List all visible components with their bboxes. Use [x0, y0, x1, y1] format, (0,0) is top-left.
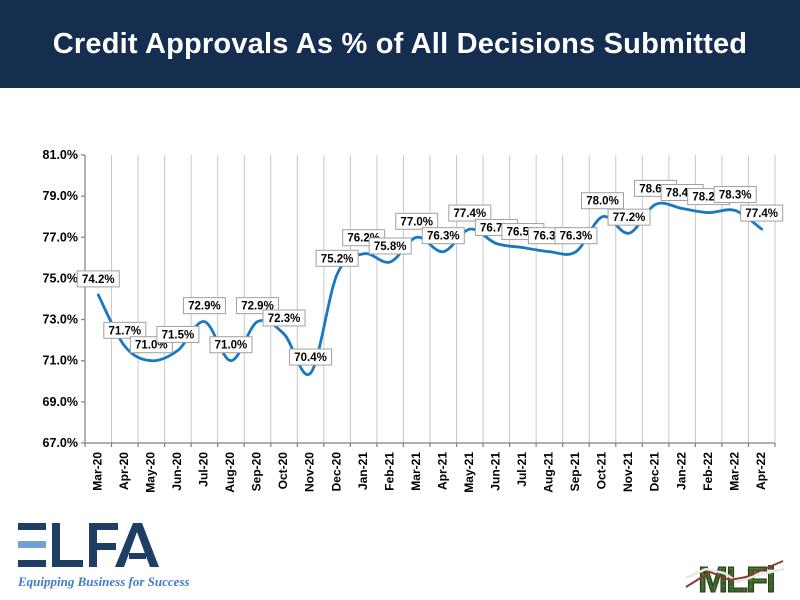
data-point-label: 76.3% — [427, 231, 460, 243]
x-axis-category-label: Oct-21 — [595, 452, 609, 490]
y-axis-tick-label: 71.0% — [43, 354, 78, 368]
x-axis-category-label: Jan-21 — [356, 452, 370, 490]
data-point-label: 78.3% — [719, 190, 752, 202]
data-point-label-box — [554, 227, 598, 245]
data-point-label-box — [262, 309, 306, 327]
mlfi-white-trend-line — [685, 567, 785, 584]
elfa-logo — [18, 523, 159, 567]
data-point-label-box — [713, 186, 757, 204]
x-axis-category-label: Feb-21 — [382, 452, 396, 491]
page-title: Credit Approvals As % of All Decisions S… — [52, 27, 748, 60]
elfa-e-top-bar — [18, 523, 46, 530]
data-point-label: 77.2% — [613, 212, 646, 224]
line-chart: 81.0% 79.0% 77.0% 75.0% 73.0% 71.0% 69.0% 67.0%… — [43, 148, 784, 493]
x-axis-category-label: May-20 — [144, 452, 158, 493]
data-point-label: 77.4% — [454, 208, 487, 220]
x-axis-category-label: Jan-22 — [674, 452, 688, 490]
elfa-e-bottom-bar — [18, 560, 46, 567]
x-axis-category-label: May-21 — [462, 452, 476, 493]
x-axis-category-label: Feb-22 — [701, 452, 715, 491]
data-point-label: 71.7% — [109, 325, 142, 337]
data-point-label: 74.2% — [82, 274, 115, 286]
elfa-tagline: Equipping Business for Success — [18, 574, 190, 589]
data-point-label-box — [182, 297, 226, 315]
data-point-label-box — [315, 249, 359, 267]
elfa-letter-a — [115, 523, 159, 567]
x-axis-category-label: Dec-21 — [648, 452, 662, 492]
data-point-label-box — [289, 348, 333, 366]
y-axis-tick-label: 73.0% — [43, 313, 78, 327]
data-point-label-box — [607, 208, 651, 226]
data-point-label-box — [103, 321, 147, 339]
x-axis-category-label: Oct-20 — [276, 452, 290, 490]
data-point-label-box — [76, 270, 120, 288]
x-axis-category-label: Nov-20 — [303, 452, 317, 492]
data-point-label: 77.0% — [400, 216, 433, 228]
elfa-letter-l — [52, 523, 83, 567]
y-axis-tick-label: 75.0% — [43, 271, 78, 285]
x-axis-category-label: Aug-20 — [223, 452, 237, 493]
x-axis-category-label: Jun-21 — [489, 452, 503, 491]
x-axis-category-label: Mar-22 — [727, 452, 741, 491]
x-axis-category-label: Nov-21 — [621, 452, 635, 492]
x-axis-category-label: Jun-20 — [170, 452, 184, 491]
data-point-label-box — [448, 204, 492, 222]
x-axis-category-label: Mar-21 — [409, 452, 423, 491]
data-point-label: 71.0% — [215, 340, 248, 352]
x-axis-category-label: Jul-21 — [515, 452, 529, 487]
data-point-label-box — [740, 204, 784, 222]
data-point-label-box — [209, 336, 253, 354]
y-axis-tick-label: 69.0% — [43, 395, 78, 409]
mlfi-logo: MLFi — [685, 559, 785, 598]
x-axis-category-label: Apr-20 — [117, 452, 131, 490]
x-axis-category-label: Jul-20 — [197, 452, 211, 487]
data-point-label: 72.3% — [268, 313, 301, 325]
data-point-label: 71.5% — [162, 329, 195, 341]
data-point-label: 77.4% — [745, 208, 778, 220]
x-axis-category-label: Aug-21 — [542, 452, 556, 493]
data-point-label: 70.4% — [294, 352, 327, 364]
data-point-label: 72.9% — [188, 301, 221, 313]
elfa-letter-f — [89, 523, 118, 567]
x-axis-category-label: Sep-20 — [250, 452, 264, 492]
data-point-label: 75.8% — [374, 241, 407, 253]
x-axis-category-label: Mar-20 — [90, 452, 104, 491]
x-axis-category-label: Apr-21 — [435, 452, 449, 490]
data-point-label-box — [156, 325, 200, 343]
data-point-label: 78.0% — [586, 196, 619, 208]
y-axis-tick-label: 81.0% — [43, 148, 78, 162]
data-point-label: 76.3% — [560, 231, 593, 243]
mlfi-red-trend-line — [685, 560, 784, 588]
title-band: Credit Approvals As % of All Decisions S… — [0, 0, 800, 88]
y-axis-tick-label: 67.0% — [43, 436, 78, 450]
x-axis-category-label: Dec-20 — [329, 452, 343, 492]
y-axis-tick-label: 77.0% — [43, 230, 78, 244]
data-point-label-box — [581, 192, 624, 210]
data-point-label-box — [421, 227, 465, 245]
elfa-e-middle-bar — [18, 541, 46, 548]
data-point-label-box — [395, 212, 439, 230]
x-axis-category-label: Apr-22 — [754, 452, 768, 490]
data-point-label: 75.2% — [321, 253, 354, 265]
x-axis-category-label: Sep-21 — [568, 452, 582, 492]
data-point-label-box — [368, 237, 412, 255]
y-axis-tick-label: 79.0% — [43, 189, 78, 203]
elfa-letter-a-crossbar — [129, 553, 146, 559]
